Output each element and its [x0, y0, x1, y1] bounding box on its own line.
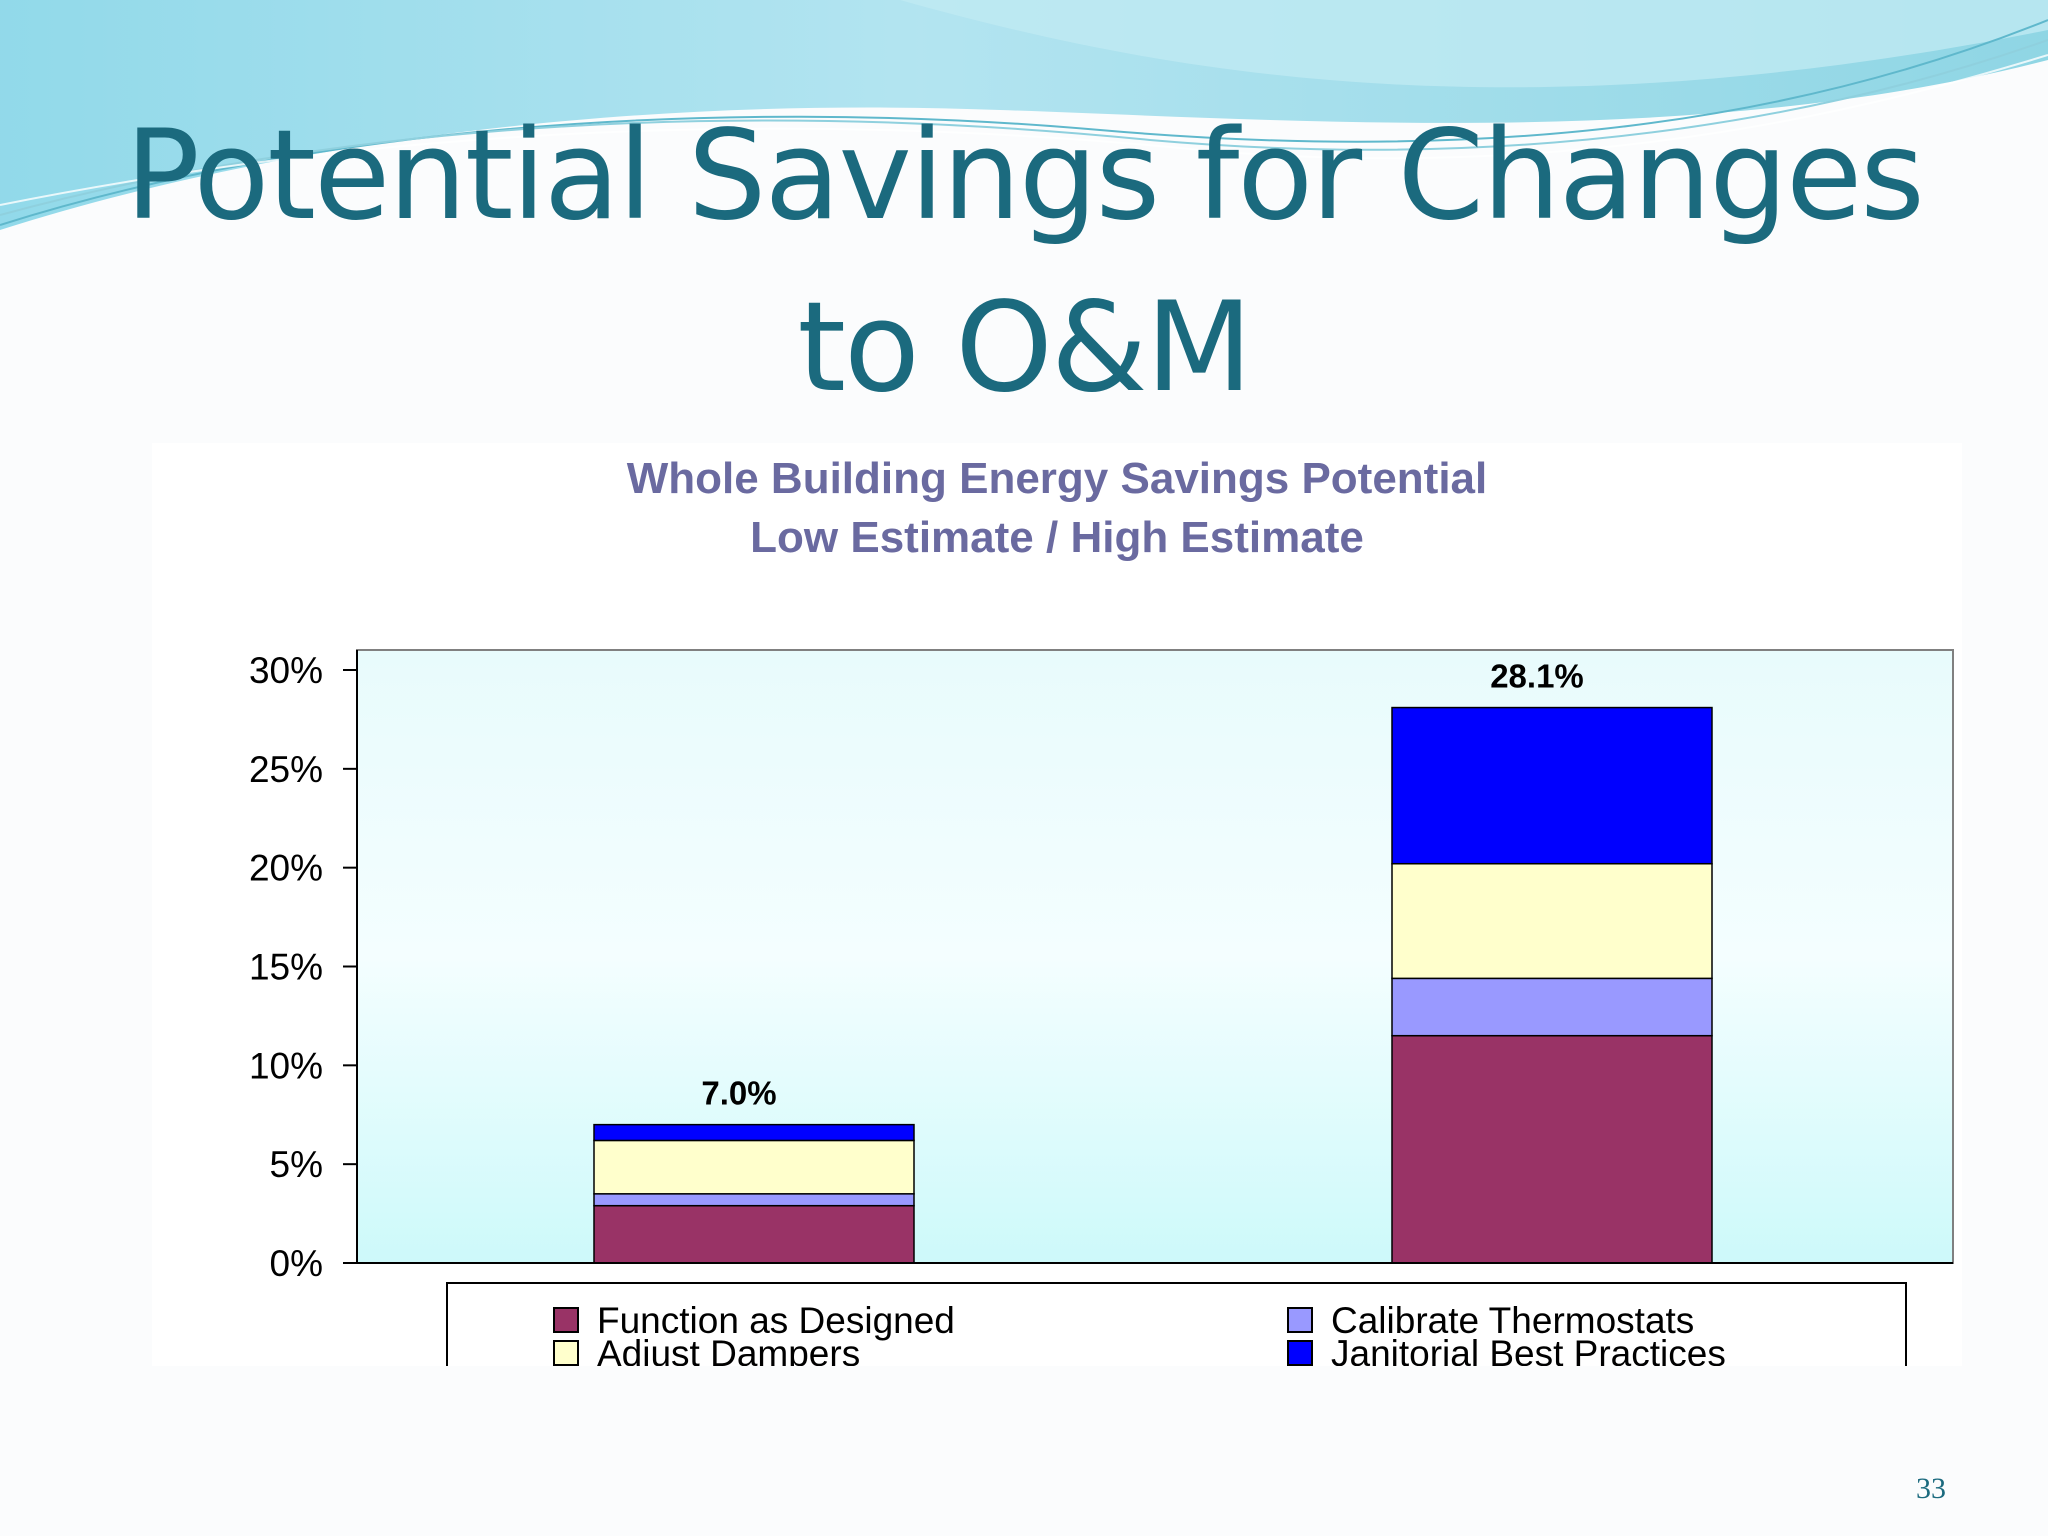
y-tick-label: 30%: [249, 650, 323, 691]
legend-label-calibrate-thermostats: Calibrate Thermostats: [1331, 1300, 1694, 1341]
total-label-high-estimate: 28.1%: [1490, 658, 1584, 695]
y-tick-label: 0%: [270, 1243, 323, 1284]
bar-high-estimate-calibrate-thermostats: [1391, 977, 1713, 1037]
legend-box: [446, 1282, 1907, 1366]
bar-low-estimate-calibrate-thermostats: [593, 1193, 915, 1207]
legend-swatch-janitorial-best-practices: [1287, 1340, 1313, 1366]
legend-swatch-adjust-dampers: [553, 1340, 579, 1366]
bar-low-estimate-function-as-designed: [593, 1204, 915, 1264]
y-tick-label: 25%: [249, 749, 323, 790]
bar-high-estimate-janitorial-best-practices: [1391, 706, 1713, 865]
slide-title: Potential Savings for Changes to O&M: [0, 90, 2048, 434]
slide-title-line-1: Potential Savings for Changes: [125, 104, 1925, 248]
y-tick-label: 5%: [270, 1144, 323, 1185]
legend-label-adjust-dampers: Adjust Dampers: [597, 1333, 860, 1366]
total-label-low-estimate: 7.0%: [701, 1075, 776, 1112]
legend-swatch-calibrate-thermostats: [1287, 1307, 1313, 1333]
slide-title-line-2: to O&M: [797, 276, 1252, 420]
stacked-bar-chart: Whole Building Energy Savings Potential L…: [249, 454, 1954, 1366]
legend-label-function-as-designed: Function as Designed: [597, 1300, 955, 1341]
legend-swatch-function-as-designed: [553, 1307, 579, 1333]
bar-low-estimate-adjust-dampers: [593, 1139, 915, 1195]
y-tick-label: 15%: [249, 947, 323, 988]
bar-high-estimate-adjust-dampers: [1391, 862, 1713, 980]
y-tick-label: 10%: [249, 1045, 323, 1086]
chart-title: Whole Building Energy Savings Potential: [627, 454, 1488, 503]
page-number: 33: [1916, 1472, 1946, 1505]
header-wave-decoration: [0, 0, 2048, 230]
y-tick-label: 20%: [249, 848, 323, 889]
chart-subtitle: Low Estimate / High Estimate: [750, 513, 1364, 562]
legend-label-janitorial-best-practices: Janitorial Best Practices: [1331, 1333, 1726, 1366]
chart-panel: Whole Building Energy Savings Potential L…: [152, 443, 1962, 1366]
bar-low-estimate-janitorial-best-practices: [593, 1123, 915, 1142]
bar-high-estimate-function-as-designed: [1391, 1034, 1713, 1264]
